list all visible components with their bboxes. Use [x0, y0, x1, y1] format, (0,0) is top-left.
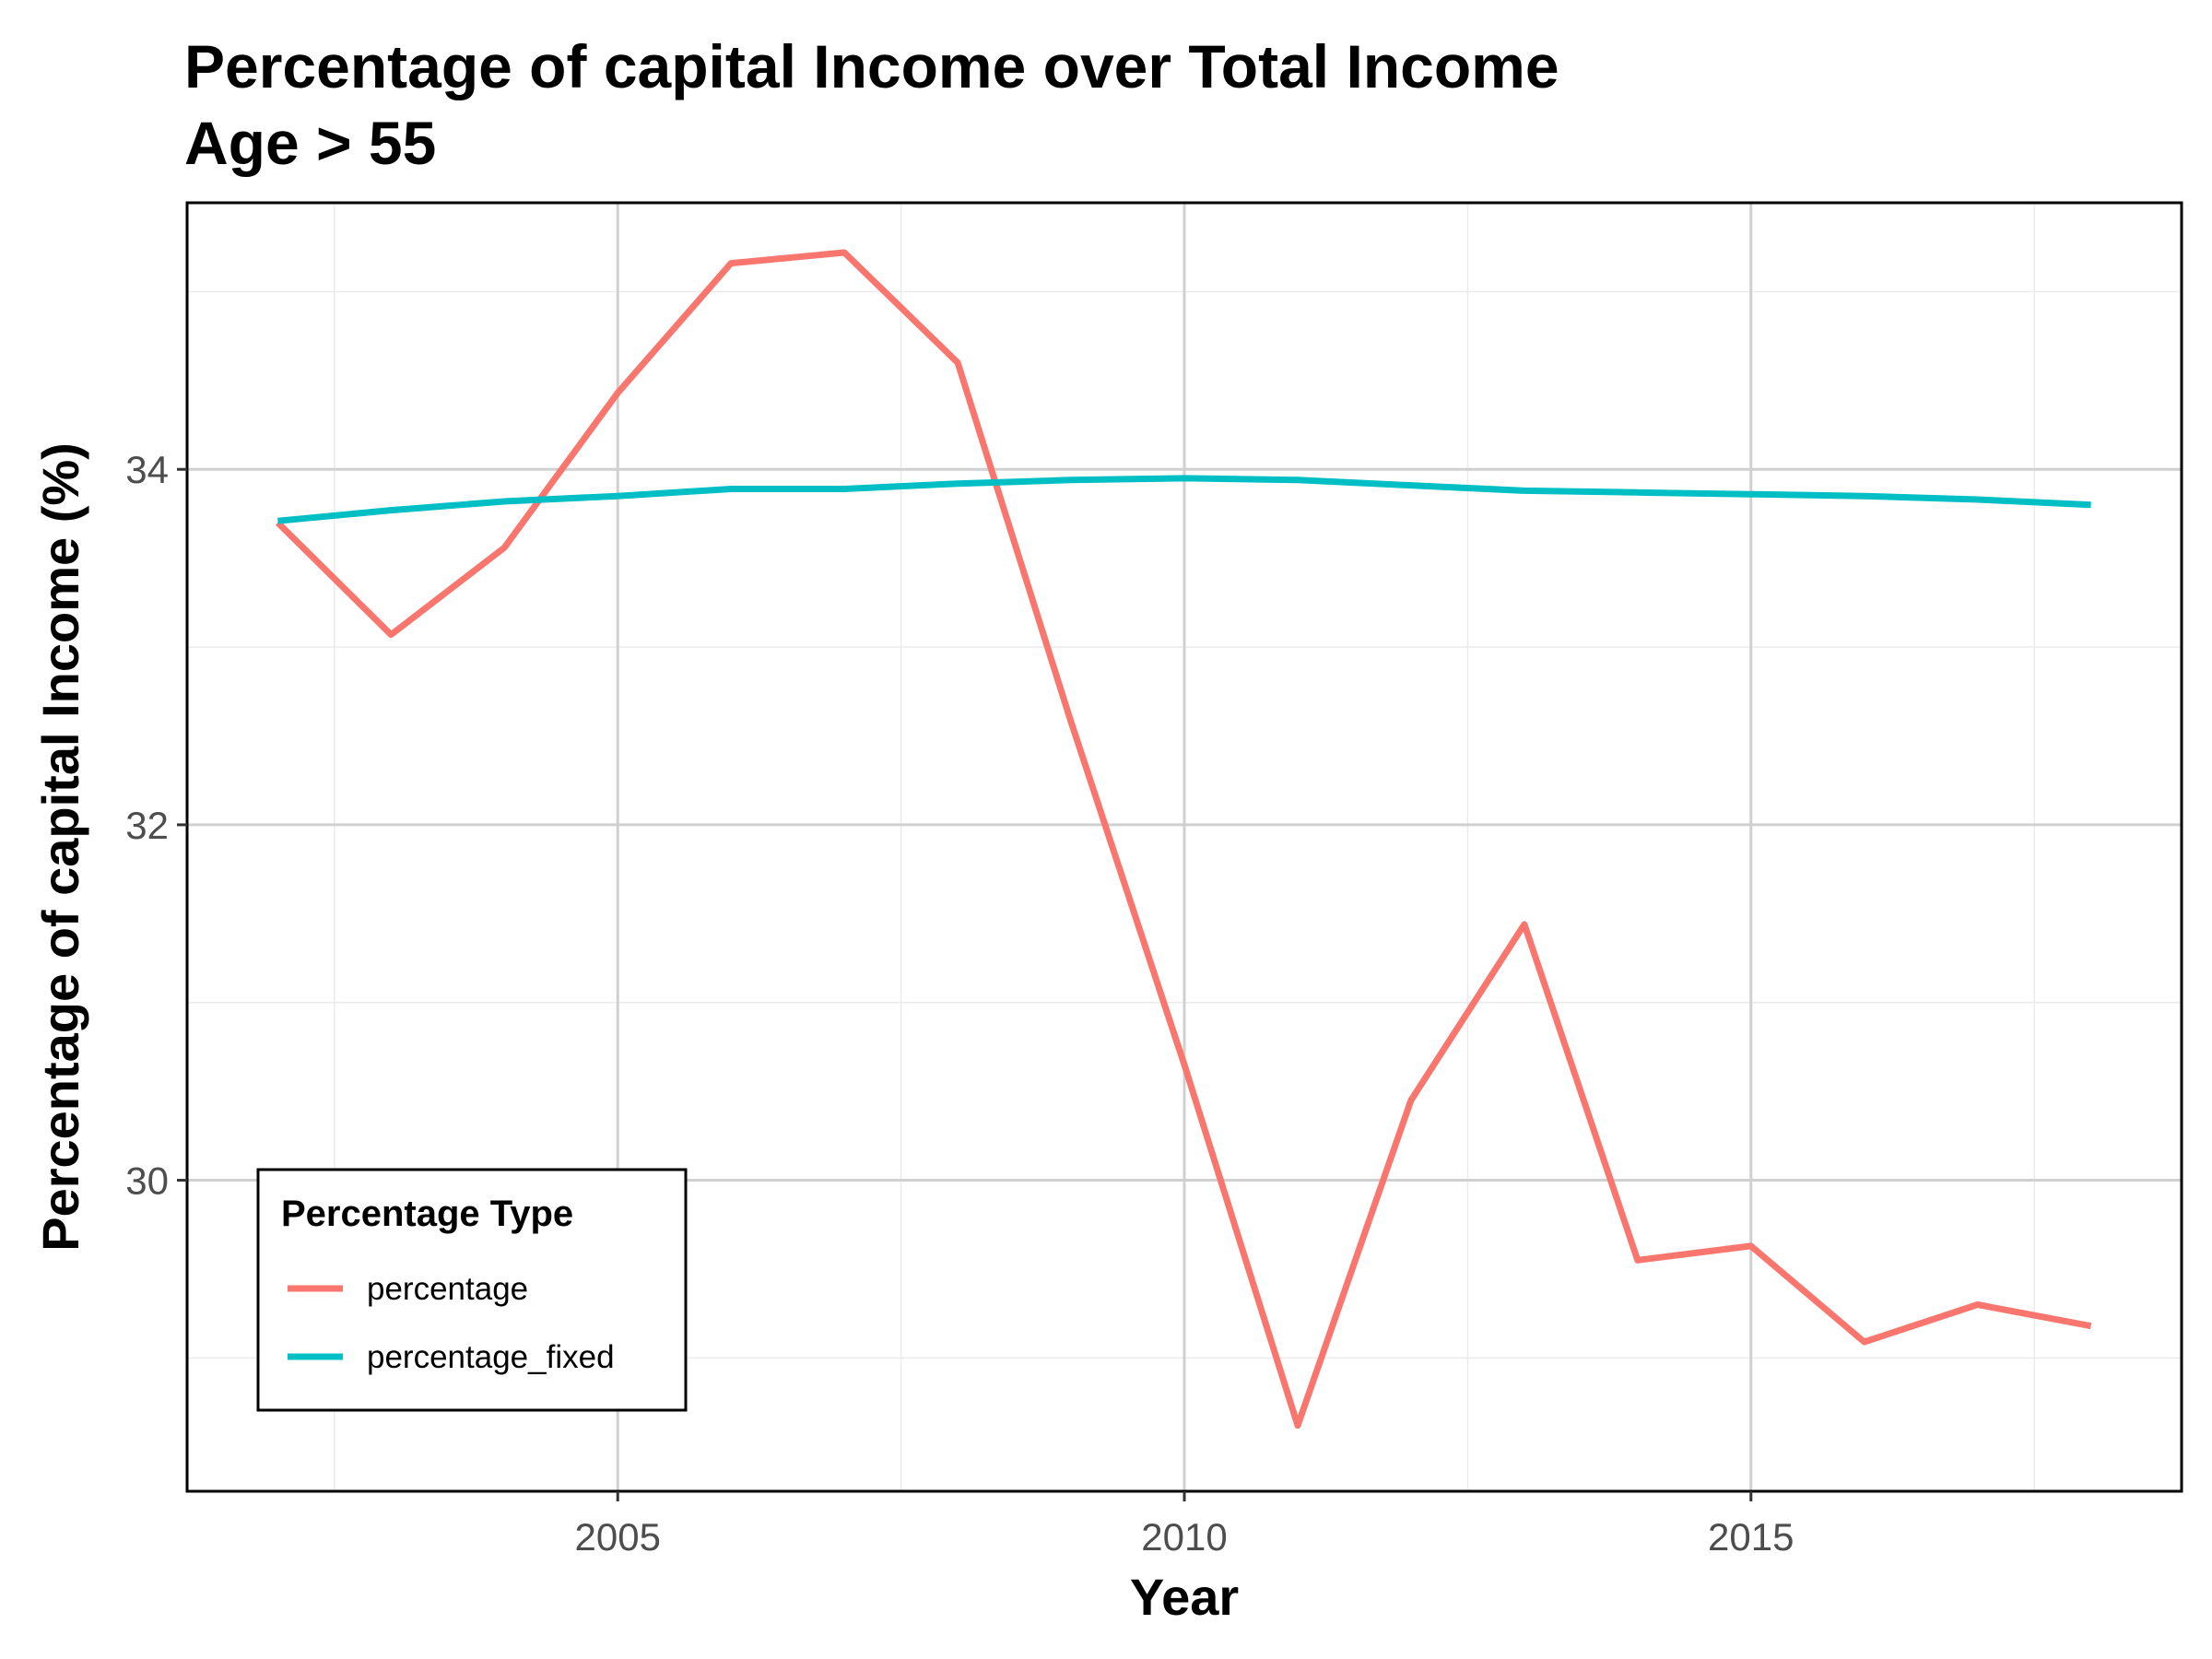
series-line-percentage — [275, 249, 2092, 1430]
chart-subtitle: Age > 55 — [184, 109, 436, 177]
series-line-percentage_fixed — [277, 475, 2091, 524]
series-lines — [275, 249, 2092, 1430]
y-tick-label: 34 — [125, 448, 169, 491]
legend-items: percentage percentage_fixed — [288, 1271, 615, 1375]
legend-label-percentage_fixed: percentage_fixed — [367, 1339, 615, 1375]
y-tick-label: 32 — [125, 804, 169, 847]
legend-title: Percentage Type — [281, 1194, 573, 1234]
y-axis-title: Percentage of capital Income (%) — [31, 442, 89, 1252]
x-tick-label: 2005 — [575, 1515, 661, 1559]
axis-ticks: 2005 2010 2015 30 32 34 — [125, 448, 1794, 1559]
y-tick-label: 30 — [125, 1159, 169, 1203]
legend-label-percentage: percentage — [367, 1271, 528, 1307]
x-tick-label: 2015 — [1708, 1515, 1794, 1559]
x-tick-label: 2010 — [1141, 1515, 1227, 1559]
legend: Percentage Type percentage percentage_fix… — [256, 1168, 688, 1412]
x-axis-title: Year — [1130, 1568, 1239, 1626]
chart-title: Percentage of capital Income over Total … — [184, 32, 1559, 100]
